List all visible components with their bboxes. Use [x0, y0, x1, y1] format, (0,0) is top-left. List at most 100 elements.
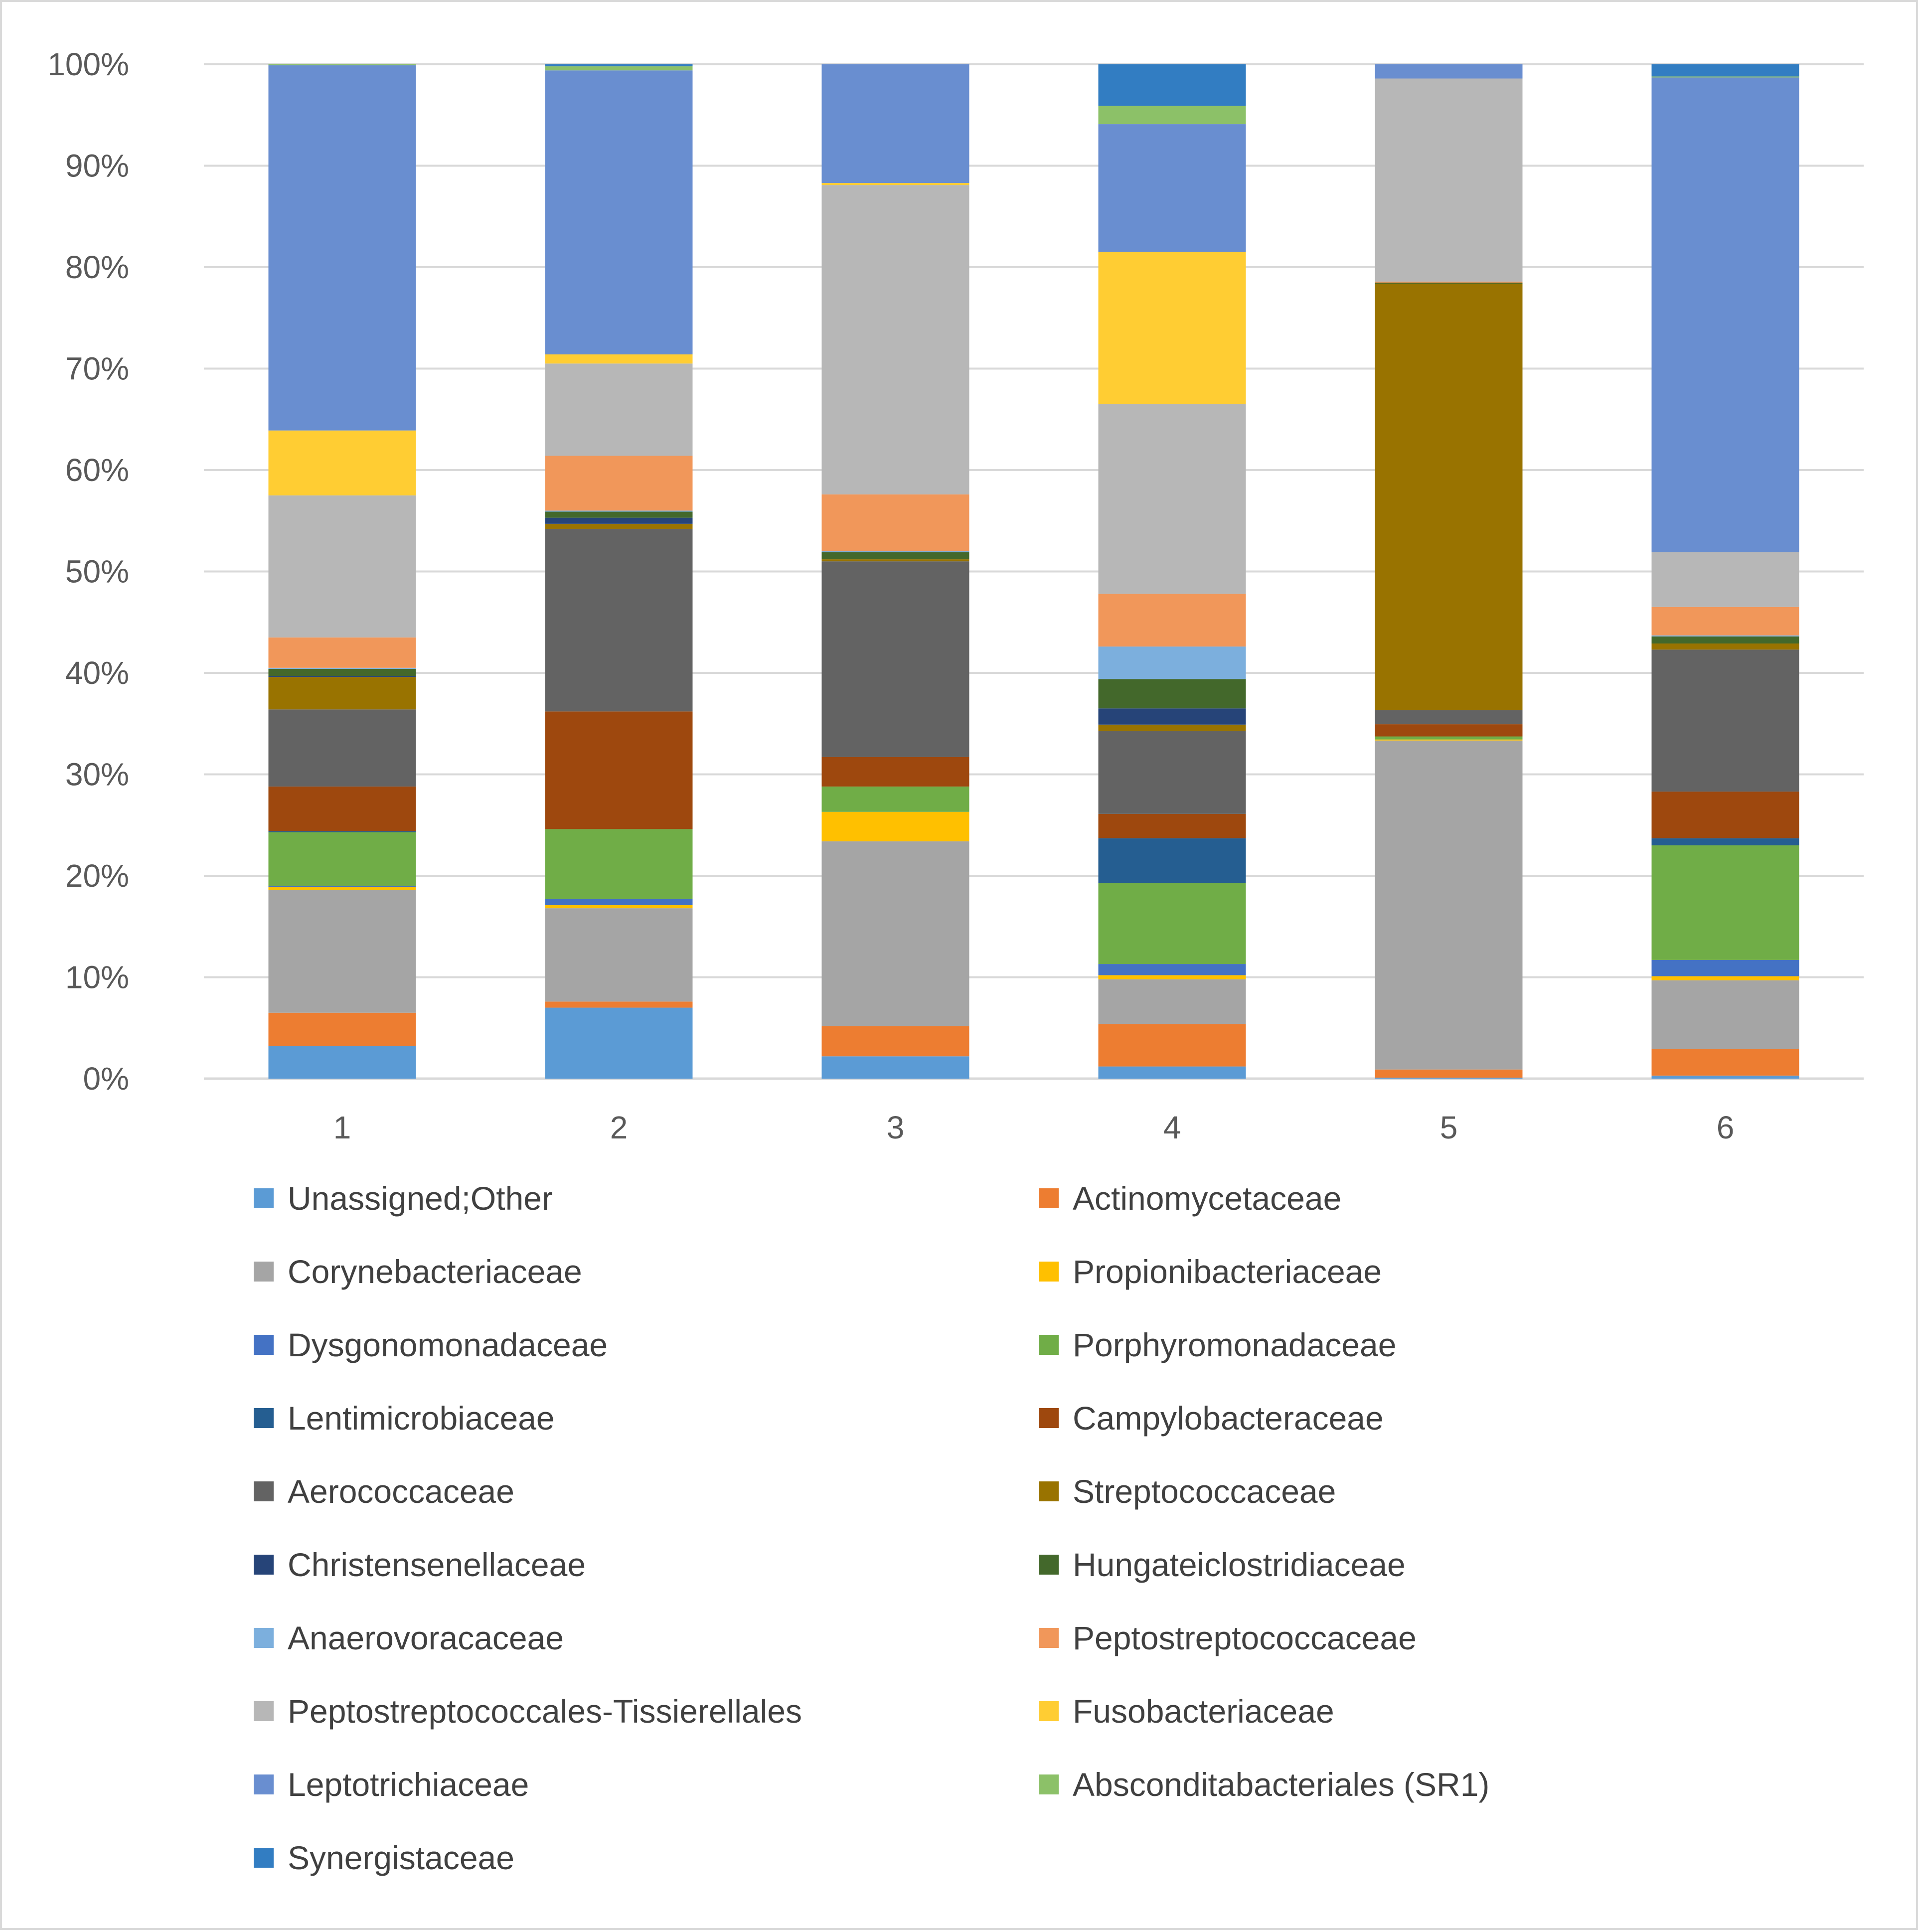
legend-label: Lentimicrobiaceae: [288, 1400, 555, 1437]
bar-segment: [1651, 1049, 1799, 1076]
bar-segment: [821, 559, 969, 562]
bar-segment: [545, 456, 693, 511]
legend-item: Campylobacteraceae: [1039, 1398, 1384, 1438]
legend-label: Porphyromonadaceae: [1073, 1326, 1397, 1363]
bar-segment: [545, 711, 693, 829]
bar-segment: [1651, 845, 1799, 960]
y-tick-label: 50%: [65, 554, 129, 590]
legend-swatch: [1039, 1481, 1059, 1501]
bar-segment: [545, 1007, 693, 1079]
bar-segment: [268, 637, 416, 668]
bar-segment: [268, 886, 416, 887]
bar-segment: [821, 811, 969, 841]
x-tick-label: 3: [887, 1110, 905, 1145]
legend-label: Dysgonomonadaceae: [288, 1326, 608, 1363]
bar-segment: [268, 668, 416, 676]
bar-segment: [1375, 78, 1523, 282]
legend-swatch: [254, 1701, 274, 1721]
legend-label: Peptostreptococcaceae: [1073, 1619, 1417, 1656]
bar-segment: [545, 908, 693, 1002]
legend-item: Absconditabacteriales (SR1): [1039, 1765, 1489, 1804]
legend-label: Hungateiclostridiaceae: [1073, 1546, 1406, 1583]
legend-label: Fusobacteriaceae: [1073, 1693, 1334, 1730]
bar-segment: [1098, 883, 1246, 965]
legend-label: Christensenellaceae: [288, 1546, 586, 1583]
bar-segment: [1375, 1077, 1523, 1079]
bar-segment: [1651, 976, 1799, 980]
bar-segment: [268, 677, 416, 710]
bar-segment: [1375, 736, 1523, 740]
bar-segment: [545, 529, 693, 712]
bar-segment: [1651, 77, 1799, 552]
y-tick-label: 90%: [65, 148, 129, 184]
bar-segment: [821, 561, 969, 757]
y-tick-label: 80%: [65, 249, 129, 285]
legend-item: Porphyromonadaceae: [1039, 1325, 1396, 1365]
bar-segment: [1375, 284, 1523, 710]
legend-item: Leptotrichiaceae: [254, 1765, 529, 1804]
legend-item: Dysgonomonadaceae: [254, 1325, 608, 1365]
bar-segment: [1375, 740, 1523, 1070]
y-tick-label: 40%: [65, 655, 129, 691]
bar-segment: [1651, 552, 1799, 607]
bar-segment: [268, 709, 416, 787]
bar-segment: [268, 786, 416, 831]
bar-segment: [821, 552, 969, 560]
bar-segment: [1098, 964, 1246, 975]
y-tick-label: 0%: [83, 1061, 130, 1097]
legend-item: Peptostreptococcales-Tissierellales: [254, 1691, 802, 1731]
legend-label: Actinomycetaceae: [1073, 1180, 1342, 1217]
bar-segment: [821, 841, 969, 1026]
bar-segment: [545, 510, 693, 512]
y-tick-label: 10%: [65, 960, 129, 995]
bar-segment: [1098, 979, 1246, 1024]
y-tick-label: 30%: [65, 757, 129, 793]
legend-swatch: [1039, 1335, 1059, 1355]
legend-label: Unassigned;Other: [288, 1180, 553, 1217]
bar-segment: [545, 829, 693, 899]
bar-segment: [1098, 594, 1246, 647]
bar-segment: [545, 354, 693, 364]
y-tick-label: 100%: [47, 46, 129, 82]
bar-segment: [1651, 649, 1799, 792]
legend-label: Aerococcaceae: [288, 1473, 514, 1510]
legend-swatch: [254, 1262, 274, 1282]
legend-item: Synergistaceae: [254, 1838, 514, 1878]
bar-segment: [1098, 730, 1246, 814]
bar-segment: [1098, 646, 1246, 679]
x-tick-label: 6: [1717, 1110, 1735, 1145]
bar-segment: [268, 890, 416, 1013]
legend-label: Synergistaceae: [288, 1839, 514, 1876]
legend-item: Hungateiclostridiaceae: [1039, 1545, 1406, 1585]
legend-swatch: [1039, 1774, 1059, 1794]
bar-segment: [268, 1012, 416, 1046]
bar-segment: [821, 551, 969, 552]
bar-segment: [268, 64, 416, 66]
legend-label: Leptotrichiaceae: [288, 1766, 529, 1803]
bar-segment: [1098, 838, 1246, 883]
bar-segment: [268, 65, 416, 431]
bar-segment: [545, 66, 693, 71]
bar-segment: [545, 899, 693, 906]
legend-item: Aerococcaceae: [254, 1471, 514, 1511]
axis-labels: 0% 10% 20% 30% 40% 50% 60% 70% 80% 90% 100% 1 2 3 4 5 6: [47, 46, 1734, 1145]
legend-swatch: [254, 1335, 274, 1355]
legend-swatch: [1039, 1555, 1059, 1575]
bar-segment: [268, 430, 416, 495]
bar-segment: [545, 511, 693, 518]
legend-item: Actinomycetaceae: [1039, 1178, 1341, 1218]
bars: [268, 64, 1799, 1079]
bar-segment: [545, 70, 693, 355]
bar-segment: [1651, 76, 1799, 78]
bar-segment: [1098, 64, 1246, 106]
legend-item: Corynebacteriaceae: [254, 1252, 582, 1291]
bar-segment: [268, 831, 416, 832]
bar-segment: [1098, 679, 1246, 709]
legend-label: Peptostreptococcales-Tissierellales: [288, 1693, 802, 1730]
x-tick-label: 2: [610, 1110, 628, 1145]
legend-item: Peptostreptococcaceae: [1039, 1618, 1417, 1658]
legend-label: Streptococcaceae: [1073, 1473, 1336, 1510]
bar-segment: [1098, 1024, 1246, 1067]
